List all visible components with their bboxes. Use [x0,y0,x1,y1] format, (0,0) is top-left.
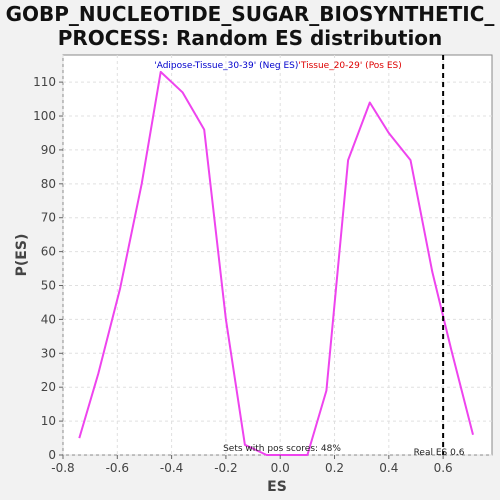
y-tick-label: 90 [41,143,56,157]
chart-title-line1: GOBP_NUCLEOTIDE_SUGAR_BIOSYNTHETIC_ [5,2,495,26]
x-tick-label: -0.6 [106,461,129,475]
x-tick-label: -0.4 [160,461,183,475]
chart-title: GOBP_NUCLEOTIDE_SUGAR_BIOSYNTHETIC_ PROC… [0,2,500,50]
x-tick-label: 0.0 [271,461,290,475]
legend-pos-label: 'Tissue_20-29' (Pos ES) [298,61,401,71]
real-es-annotation: Real ES 0.6 [414,448,465,458]
y-tick-label: 60 [41,245,56,259]
y-tick-label: 100 [33,109,56,123]
chart-title-line2: PROCESS: Random ES distribution [57,26,443,50]
legend-neg-label: 'Adipose-Tissue_30-39' (Neg ES) [154,61,298,71]
x-tick-label: 0.4 [379,461,398,475]
y-tick-label: 80 [41,177,56,191]
y-tick-label: 40 [41,312,56,326]
y-tick-label: 0 [48,448,56,462]
y-tick-label: 70 [41,211,56,225]
axes: 0 10 20 30 40 50 60 70 80 90 100 110 -0.8 -0.6 -0.4 -0.… [33,75,453,475]
x-axis-label: ES [267,479,287,495]
y-tick-label: 30 [41,346,56,360]
series-layer [78,70,474,456]
x-tick-label: 0.2 [325,461,344,475]
y-tick-label: 20 [41,380,56,394]
x-tick-label: 0.6 [434,461,453,475]
y-tick-label: 110 [33,75,56,89]
y-tick-label: 50 [41,279,56,293]
x-tick-label: -0.8 [51,461,74,475]
legend: 'Adipose-Tissue_30-39' (Neg ES)'Tissue_2… [154,61,402,71]
plot-area [62,54,493,456]
series-line [78,70,474,456]
y-axis-label: P(ES) [14,234,30,277]
y-tick-label: 10 [41,414,56,428]
x-tick-label: -0.2 [214,461,237,475]
pos-scores-annotation: Sets with pos scores: 48% [223,444,341,454]
